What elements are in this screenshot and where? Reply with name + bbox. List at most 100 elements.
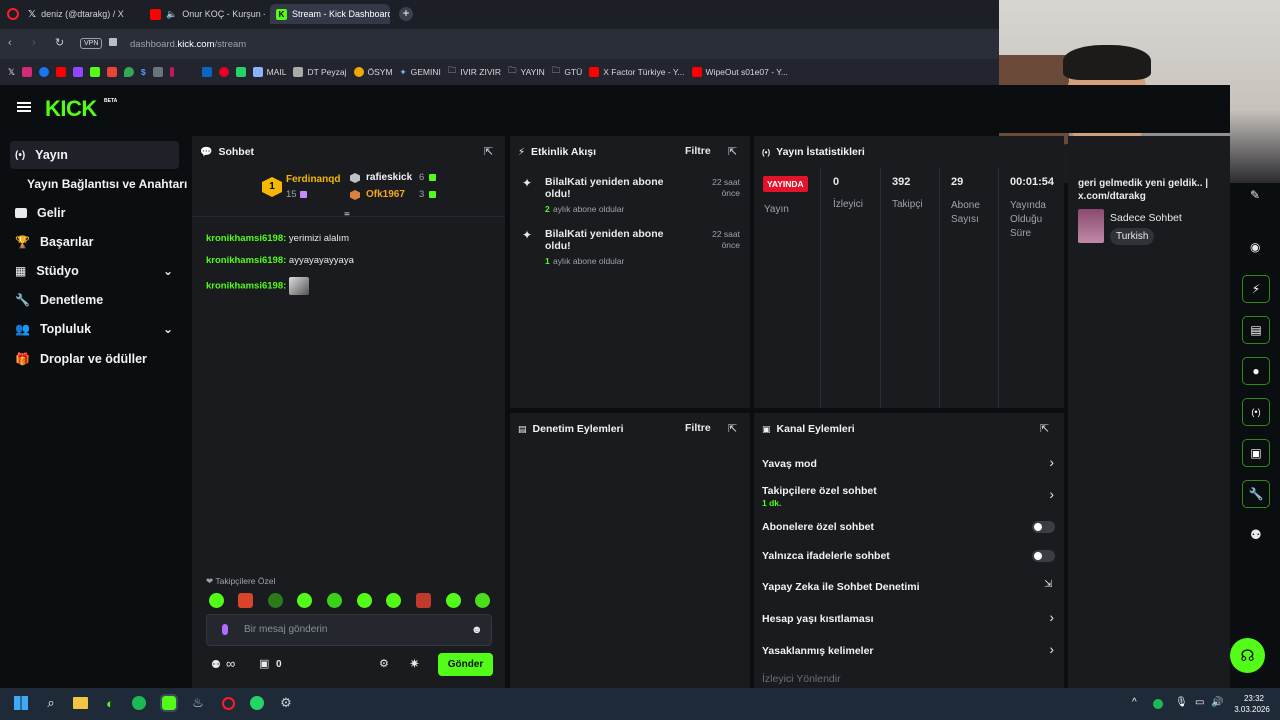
sidebar-item-basarilar[interactable]: 🏆 Başarılar [10, 228, 179, 256]
channel-button[interactable]: ▣ [1242, 439, 1270, 467]
twitch-icon[interactable] [72, 67, 83, 77]
emote-button[interactable] [475, 593, 490, 608]
add-widget-icon[interactable]: ⚉ [1250, 527, 1262, 542]
vpn-badge[interactable]: VPN [80, 38, 103, 49]
tray-spotify-icon[interactable] [1153, 699, 1163, 709]
emote-button[interactable] [416, 593, 431, 608]
gmail-icon[interactable] [106, 67, 117, 77]
users-icon[interactable]: ⚉ [211, 659, 221, 671]
instagram-icon[interactable] [21, 67, 32, 77]
bookmark-yayin[interactable]: 🗀 YAYIN [508, 65, 545, 79]
slow-mode-row[interactable]: Yavaş mod [762, 458, 987, 470]
popout-icon[interactable]: ⇱ [484, 146, 494, 158]
tray-microphone-icon[interactable]: 🎙 [1175, 697, 1188, 708]
chevron-right-icon[interactable]: › [1049, 454, 1054, 470]
bookmark-mail[interactable]: MAIL [252, 67, 286, 77]
external-link-icon[interactable]: ⇲ [1044, 579, 1053, 590]
sidebar-item-gelir[interactable]: Gelir [10, 199, 179, 227]
tab-youtube[interactable]: 🔈 Onur KOÇ - Kurşun - Y [150, 4, 265, 24]
category-thumbnail[interactable] [1078, 209, 1104, 243]
pencil-icon[interactable]: ✎ [1250, 188, 1261, 202]
mod-shield-icon[interactable]: ✷ [409, 656, 420, 671]
bookmark-osym[interactable]: ÖSYM [353, 67, 393, 77]
bookmark-gemini[interactable]: ✦ GEMINI [400, 67, 441, 78]
file-explorer-icon[interactable] [71, 694, 89, 712]
support-chat-button[interactable]: ☊ [1230, 638, 1265, 673]
new-tab-button[interactable]: + [399, 7, 413, 21]
settings-gear-icon[interactable]: ⚙ [379, 658, 389, 670]
camera-icon[interactable]: ◉ [1250, 240, 1261, 254]
store-icon[interactable]: ▣ [259, 658, 270, 670]
dollar-icon[interactable]: $ [140, 67, 146, 77]
spotify-icon[interactable] [130, 694, 148, 712]
bookmark-dt-peyzaj[interactable]: DT Peyzaj [293, 67, 347, 77]
search-icon[interactable]: ⌕ [47, 695, 55, 710]
popout-icon[interactable]: ⇱ [728, 146, 738, 158]
pinned-toggle-icon[interactable]: ≡ [344, 210, 350, 221]
sidebar-item-droplar[interactable]: 🎁 Droplar ve ödüller [10, 345, 179, 373]
kick-logo[interactable]: KICK [45, 96, 97, 121]
tray-display-icon[interactable]: ▭ [1195, 697, 1205, 708]
emote-button[interactable] [268, 593, 283, 608]
forward-icon[interactable]: › [32, 37, 36, 49]
sidebar-item-yayin-baglantisi[interactable]: Yayın Bağlantısı ve Anahtarı [10, 170, 187, 198]
emote-button[interactable] [209, 593, 224, 608]
pinterest-icon[interactable] [218, 67, 229, 77]
xbox-icon[interactable]: ◐ [106, 695, 114, 711]
taskbar-time[interactable]: 23:32 [1243, 694, 1265, 703]
opera-logo-icon[interactable] [7, 8, 19, 20]
bookmark-ivir-zivir[interactable]: 🗀 IVIR ZIVIR [448, 65, 501, 79]
second-gifter-name[interactable]: rafieskick [366, 172, 413, 183]
chat-button[interactable]: ● [1242, 357, 1270, 385]
emote-button[interactable] [386, 593, 401, 608]
tray-chevron-up-icon[interactable]: ^ [1132, 697, 1137, 708]
notes-button[interactable]: ▤ [1242, 316, 1270, 344]
opera-gx-icon[interactable] [219, 694, 237, 712]
steam-icon[interactable]: ♨ [192, 695, 204, 710]
bookmark-gtu[interactable]: 🗀 GTÜ [552, 65, 582, 79]
subscribers-only-toggle[interactable] [1032, 521, 1055, 533]
account-age-row[interactable]: Hesap yaşı kısıtlaması [762, 613, 987, 625]
bookmark-x-factor[interactable]: X Factor Türkiye - Y... [589, 67, 685, 77]
banned-words-row[interactable]: Yasaklanmış kelimeler [762, 645, 987, 657]
x-bookmark-icon[interactable]: 𝕏 [8, 66, 15, 77]
bookmark-red-icon[interactable] [169, 67, 174, 77]
reload-icon[interactable]: ↻ [55, 37, 65, 49]
back-icon[interactable]: ‹ [8, 37, 12, 49]
emote-only-toggle[interactable] [1032, 550, 1055, 562]
sidebar-item-yayin[interactable]: (•) Yayın [10, 141, 179, 169]
whatsapp-icon[interactable] [248, 694, 266, 712]
broadcast-button[interactable]: (•) [1242, 398, 1270, 426]
tab-kick-dashboard[interactable]: K Stream - Kick Dashboard [270, 4, 390, 24]
emote-button[interactable] [327, 593, 342, 608]
microphone-icon[interactable] [222, 624, 228, 635]
youtube-icon[interactable] [55, 67, 66, 77]
sidebar-item-studyo[interactable]: ▦ Stüdyo ⌄ [10, 257, 179, 285]
host-viewers-row[interactable]: İzleyici Yönlendir [762, 673, 987, 685]
taskbar-date[interactable]: 3.03.2026 [1234, 705, 1270, 714]
chat-username[interactable]: kronikhamsi6198: [206, 233, 287, 244]
quick-actions-button[interactable]: ⚡ [1242, 275, 1270, 303]
emoji-icon[interactable]: ☻ [471, 624, 483, 636]
chevron-right-icon[interactable]: › [1049, 486, 1054, 502]
category-name[interactable]: Sadece Sohbet [1110, 212, 1182, 224]
activity-filter-button[interactable]: Filtre [685, 145, 711, 157]
ai-moderation-row[interactable]: Yapay Zeka ile Sohbet Denetimi [762, 581, 987, 593]
facebook-icon[interactable] [38, 67, 49, 77]
windows-start-icon[interactable] [12, 694, 30, 712]
linkedin-icon[interactable] [201, 67, 212, 77]
emote-button[interactable] [297, 593, 312, 608]
top-gifter-name[interactable]: Ferdinanqd [286, 174, 341, 185]
hamburger-menu-icon[interactable] [17, 102, 31, 112]
whatsapp-web-icon[interactable] [235, 67, 246, 77]
popout-icon[interactable]: ⇱ [1040, 423, 1050, 435]
tab-x[interactable]: 𝕏 deniz (@dtarakg) / X [28, 4, 146, 24]
emote-button[interactable] [238, 593, 253, 608]
url-field[interactable]: dashboard.kick.com/stream [130, 39, 246, 50]
chat-username[interactable]: kronikhamsi6198: [206, 280, 287, 292]
followers-only-row[interactable]: Takipçilere özel sohbet [762, 485, 987, 497]
chevron-right-icon[interactable]: › [1049, 641, 1054, 657]
moderation-filter-button[interactable]: Filtre [685, 422, 711, 434]
chevron-right-icon[interactable]: › [1049, 609, 1054, 625]
settings-gear-icon[interactable]: ⚙ [280, 695, 292, 710]
